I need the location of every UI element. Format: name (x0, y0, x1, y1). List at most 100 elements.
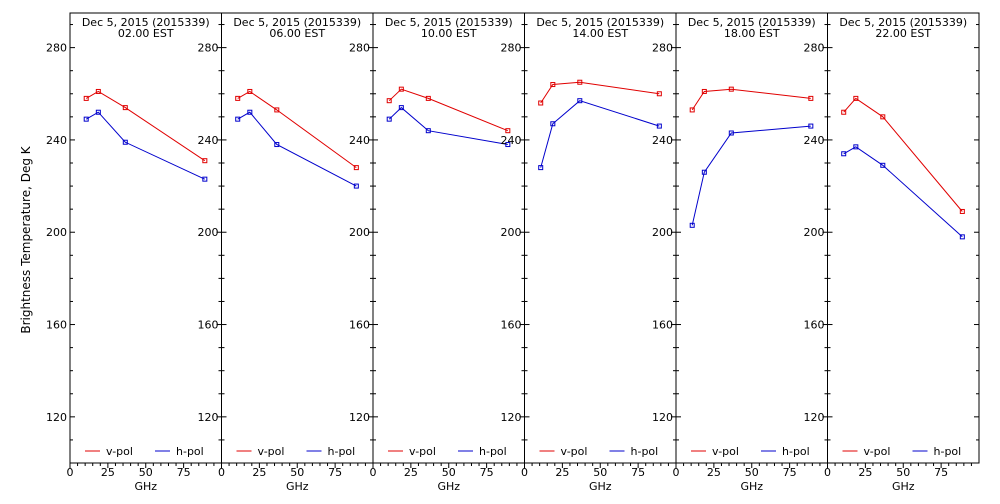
data-point (959, 234, 965, 240)
y-tick-label: 200 (198, 226, 219, 239)
legend-label: v-pol (561, 445, 588, 458)
x-axis-label: GHz (437, 480, 460, 493)
x-tick-label: 0 (673, 466, 680, 479)
data-point (274, 107, 280, 113)
x-tick-label: 0 (370, 466, 377, 479)
panel-subtitle: 06.00 EST (269, 27, 325, 40)
data-point (689, 222, 695, 228)
y-tick-label: 160 (46, 319, 67, 332)
x-tick-label: 25 (101, 466, 115, 479)
y-tick-label: 200 (652, 226, 673, 239)
x-tick-label: 50 (139, 466, 153, 479)
legend-label: v-pol (712, 445, 739, 458)
x-tick-label: 50 (896, 466, 910, 479)
panel-subtitle: 02.00 EST (118, 27, 174, 40)
y-tick-label: 240 (652, 134, 673, 147)
series-line-h-pol (691, 125, 811, 226)
data-point (247, 109, 253, 115)
x-tick-label: 50 (593, 466, 607, 479)
y-tick-label: 120 (349, 411, 370, 424)
panel-title: Dec 5, 2015 (2015339) (385, 16, 513, 29)
y-tick-label: 160 (501, 319, 522, 332)
x-axis-label: GHz (286, 480, 309, 493)
data-point (505, 128, 511, 134)
x-tick-label: 25 (555, 466, 569, 479)
legend-label: v-pol (864, 445, 891, 458)
panel-subtitle: 22.00 EST (875, 27, 931, 40)
y-tick-label: 280 (46, 42, 67, 55)
data-point (235, 116, 241, 122)
legend-label: v-pol (409, 445, 436, 458)
data-point (122, 105, 128, 111)
chart-panel-2: Dec 5, 2015 (2015339)06.00 EST 120 160 200 2… (198, 12, 374, 493)
y-tick-label: 240 (804, 134, 825, 147)
data-point (247, 88, 253, 94)
data-point (202, 176, 208, 182)
data-point (728, 86, 734, 92)
x-tick-label: 25 (858, 466, 872, 479)
y-tick-label: 280 (501, 42, 522, 55)
data-point (202, 158, 208, 164)
data-point (83, 95, 89, 101)
x-tick-label: 0 (218, 466, 225, 479)
data-point (386, 116, 392, 122)
y-tick-label: 160 (349, 319, 370, 332)
series-line-v-pol (388, 88, 508, 132)
panel-title: Dec 5, 2015 (2015339) (536, 16, 664, 29)
y-tick-label: 200 (349, 226, 370, 239)
y-tick-label: 280 (804, 42, 825, 55)
series-line-v-pol (843, 97, 963, 212)
series-line-v-pol (540, 81, 660, 104)
legend-label: h-pol (782, 445, 810, 458)
data-point (577, 79, 583, 85)
panel-title: Dec 5, 2015 (2015339) (839, 16, 967, 29)
legend-label: h-pol (176, 445, 204, 458)
x-tick-label: 0 (824, 466, 831, 479)
x-tick-label: 0 (521, 466, 528, 479)
x-tick-label: 75 (480, 466, 494, 479)
series-line-h-pol (843, 146, 963, 238)
legend-label: h-pol (631, 445, 659, 458)
x-tick-label: 25 (252, 466, 266, 479)
series-line-v-pol (85, 90, 206, 162)
x-tick-label: 75 (783, 466, 797, 479)
legend-label: v-pol (258, 445, 285, 458)
data-point (386, 98, 392, 104)
x-tick-label: 25 (707, 466, 721, 479)
data-point (95, 109, 101, 115)
y-tick-label: 280 (652, 42, 673, 55)
panel-subtitle: 14.00 EST (572, 27, 628, 40)
series-line-h-pol (85, 111, 206, 180)
data-point (959, 208, 965, 214)
series-line-h-pol (540, 100, 660, 168)
data-point (550, 82, 556, 88)
y-tick-label: 120 (198, 411, 219, 424)
panel-subtitle: 18.00 EST (724, 27, 780, 40)
data-point (353, 165, 359, 171)
x-tick-label: 75 (177, 466, 191, 479)
x-tick-label: 0 (67, 466, 74, 479)
y-tick-label: 160 (652, 319, 673, 332)
series-line-v-pol (691, 88, 811, 111)
series-line-h-pol (388, 106, 508, 145)
y-tick-label: 280 (349, 42, 370, 55)
x-axis-label: GHz (740, 480, 763, 493)
y-tick-label: 120 (46, 411, 67, 424)
data-point (808, 95, 814, 101)
legend-label: v-pol (106, 445, 133, 458)
series-line-v-pol (237, 90, 357, 169)
data-point (853, 144, 859, 150)
panel-subtitle: 10.00 EST (421, 27, 477, 40)
data-point (880, 114, 886, 120)
data-point (577, 98, 583, 104)
y-tick-label: 120 (652, 411, 673, 424)
data-point (701, 88, 707, 94)
x-axis-label: GHz (134, 480, 157, 493)
panel-title: Dec 5, 2015 (2015339) (233, 16, 361, 29)
data-point (425, 95, 431, 101)
panel-title: Dec 5, 2015 (2015339) (688, 16, 816, 29)
data-point (235, 95, 241, 101)
y-tick-label: 240 (349, 134, 370, 147)
data-point (538, 100, 544, 106)
